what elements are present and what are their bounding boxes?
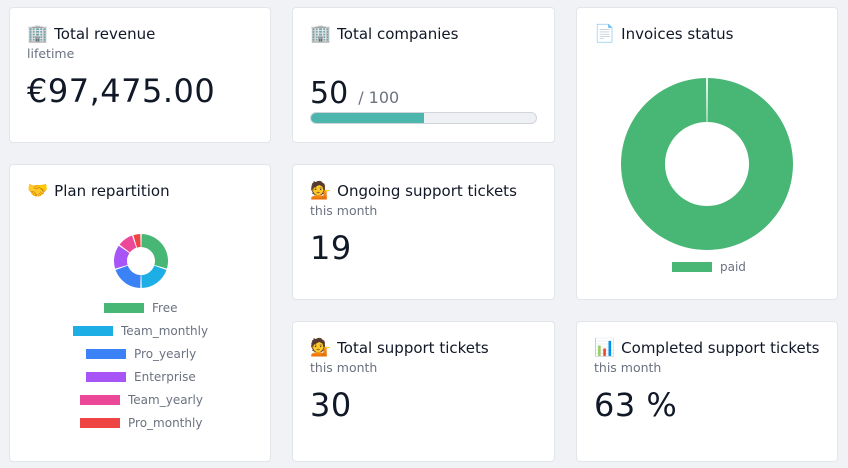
card-title: 💁 Ongoing support tickets (310, 182, 517, 200)
plan-legend-item-team-monthly[interactable]: Team_monthly (73, 324, 208, 338)
card-subtitle: this month (310, 203, 378, 218)
bar-chart-icon: 📊 (594, 337, 616, 358)
legend-label: Free (152, 301, 178, 315)
card-title-label: Total companies (337, 25, 459, 43)
card-title-label: Invoices status (621, 25, 734, 43)
legend-label: Pro_monthly (128, 416, 203, 430)
companies-progress-fill (311, 113, 424, 123)
companies-value: 50 (310, 76, 349, 111)
office-building-icon: 🏢 (310, 23, 332, 44)
handshake-icon: 🤝 (27, 180, 49, 201)
legend-label: Team_monthly (121, 324, 209, 338)
legend-swatch (80, 418, 120, 428)
invoices-donut-chart (621, 78, 793, 250)
plan-repartition-card: 🤝 Plan repartition Free Team_monthly Pro_y… (9, 164, 271, 462)
plan-donut-chart (114, 234, 168, 288)
legend-swatch (672, 262, 712, 272)
completed-tickets-card: 📊 Completed support tickets this month 6… (576, 321, 838, 462)
card-title: 📊 Completed support tickets (594, 339, 819, 357)
legend-label: paid (720, 260, 746, 274)
legend-swatch (86, 372, 126, 382)
document-icon: 📄 (594, 23, 616, 44)
donut-slice-pro-monthly[interactable] (133, 234, 141, 248)
revenue-value: €97,475.00 (27, 72, 216, 110)
person-tipping-hand-icon: 💁 (310, 337, 332, 358)
card-title-label: Ongoing support tickets (337, 182, 517, 200)
plan-legend-item-pro-monthly[interactable]: Pro_monthly (80, 416, 202, 430)
companies-max: / 100 (358, 88, 400, 107)
donut-slice-pro-yearly[interactable] (115, 265, 141, 288)
legend-swatch (86, 349, 126, 359)
card-title: 🤝 Plan repartition (27, 182, 170, 200)
plan-legend-item-free[interactable]: Free (104, 301, 177, 315)
ongoing-tickets-value: 19 (310, 229, 352, 267)
completed-tickets-value: 63 % (594, 386, 678, 424)
invoices-legend-paid[interactable]: paid (672, 260, 746, 274)
companies-count: 50 / 100 (310, 76, 399, 111)
card-title: 📄 Invoices status (594, 25, 733, 43)
donut-slice-team-yearly[interactable] (119, 235, 137, 253)
invoices-status-card: 📄 Invoices status paid (576, 7, 838, 300)
total-companies-card: 🏢 Total companies 50 / 100 (292, 7, 555, 143)
legend-label: Team_yearly (128, 393, 203, 407)
card-title-label: Total revenue (54, 25, 156, 43)
card-title: 💁 Total support tickets (310, 339, 489, 357)
card-subtitle: this month (594, 360, 662, 375)
companies-progress-bar (310, 112, 537, 124)
plan-legend-item-pro-yearly[interactable]: Pro_yearly (86, 347, 196, 361)
total-revenue-card: 🏢 Total revenue lifetime €97,475.00 (9, 7, 271, 143)
card-title-label: Total support tickets (337, 339, 489, 357)
office-building-icon: 🏢 (27, 23, 49, 44)
legend-swatch (104, 303, 144, 313)
plan-legend-item-team-yearly[interactable]: Team_yearly (80, 393, 203, 407)
legend-swatch (73, 326, 113, 336)
card-title: 🏢 Total companies (310, 25, 458, 43)
plan-legend-item-enterprise[interactable]: Enterprise (86, 370, 196, 384)
donut-slice-enterprise[interactable] (114, 245, 130, 269)
card-subtitle: this month (310, 360, 378, 375)
card-title-label: Plan repartition (54, 182, 170, 200)
person-tipping-hand-icon: 💁 (310, 180, 332, 201)
legend-label: Enterprise (134, 370, 196, 384)
total-tickets-value: 30 (310, 386, 352, 424)
card-title-label: Completed support tickets (621, 339, 820, 357)
donut-slice-free[interactable] (141, 234, 168, 269)
legend-swatch (80, 395, 120, 405)
donut-slice-paid[interactable] (621, 78, 793, 250)
legend-label: Pro_yearly (134, 347, 197, 361)
total-tickets-card: 💁 Total support tickets this month 30 (292, 321, 555, 462)
ongoing-tickets-card: 💁 Ongoing support tickets this month 19 (292, 164, 555, 300)
card-subtitle: lifetime (27, 46, 75, 61)
donut-slice-team-monthly[interactable] (141, 265, 167, 288)
card-title: 🏢 Total revenue (27, 25, 155, 43)
